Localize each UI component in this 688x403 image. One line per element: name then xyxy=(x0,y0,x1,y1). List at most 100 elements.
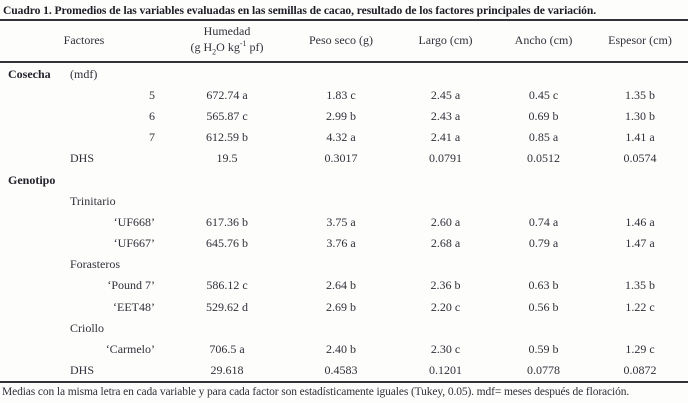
humidity-value: 617.36 b xyxy=(206,214,248,229)
factor-sub-label: (mdf) xyxy=(70,66,98,81)
factor-sub-label: DHS xyxy=(70,363,95,378)
unit-superscript: -1 xyxy=(239,39,247,49)
thickness-value xyxy=(592,169,688,190)
dry-weight-value: 2.40 b xyxy=(326,342,356,357)
table-row: ‘UF668’ 617.36 b 3.75 a 2.60 a 0.74 a 1.… xyxy=(0,211,688,232)
table-row: DHS 19.5 0.3017 0.0791 0.0512 0.0574 xyxy=(0,148,688,169)
thickness-value xyxy=(592,190,688,211)
col-header-humedad: Humedad (g H2O kg-1 pf) xyxy=(168,21,286,63)
thickness-value: 1.29 c xyxy=(625,342,655,357)
dry-weight-value xyxy=(286,62,396,84)
col-header-largo: Largo (cm) xyxy=(396,21,495,63)
factor-cell: Trinitario xyxy=(0,190,168,211)
table-row: Trinitario xyxy=(0,190,688,211)
humidity-value: 645.76 b xyxy=(206,236,248,251)
dry-weight-value: 2.64 b xyxy=(326,278,356,293)
width-value: 0.59 b xyxy=(528,342,559,357)
thickness-value xyxy=(592,254,688,275)
length-value: 2.20 c xyxy=(430,299,461,314)
length-value: 2.43 a xyxy=(430,108,461,123)
header-row: Factores Humedad (g H2O kg-1 pf) Peso se… xyxy=(0,21,688,63)
width-value: 0.74 a xyxy=(528,214,559,229)
col-header-factores: Factores xyxy=(0,21,168,63)
col-header-peso-seco: Peso seco (g) xyxy=(286,21,396,63)
thickness-value: 1.46 a xyxy=(625,214,655,229)
humidity-value: 19.5 xyxy=(216,151,238,166)
data-table: Factores Humedad (g H2O kg-1 pf) Peso se… xyxy=(0,21,688,381)
humedad-label: Humedad xyxy=(203,24,251,39)
humidity-value: 529.62 d xyxy=(206,299,248,314)
humedad-unit: (g H2O kg-1 pf) xyxy=(168,39,286,57)
table-row: Cosecha (mdf) xyxy=(0,62,688,84)
humidity-value: 672.74 a xyxy=(206,87,248,102)
dry-weight-value: 0.3017 xyxy=(324,151,358,166)
factor-sub-label: Criollo xyxy=(70,320,105,335)
thickness-value: 1.30 b xyxy=(625,108,655,123)
factor-cell: ‘UF667’ xyxy=(0,233,168,254)
factor-level-label: ‘EET48’ xyxy=(113,299,155,314)
humidity-value xyxy=(168,190,286,211)
table-row: 5 672.74 a 1.83 c 2.45 a 0.45 c 1.35 b xyxy=(0,84,688,105)
width-value: 0.85 a xyxy=(528,130,559,145)
humidity-value: 29.618 xyxy=(210,363,244,378)
dry-weight-value: 4.32 a xyxy=(326,130,356,145)
factor-level-label: 7 xyxy=(149,130,155,145)
table-row: DHS 29.618 0.4583 0.1201 0.0778 0.0872 xyxy=(0,360,688,381)
factor-sub-label: Forasteros xyxy=(70,257,120,272)
factor-cell: 7 xyxy=(0,127,168,148)
unit-part: (g H xyxy=(190,40,213,55)
width-value xyxy=(495,62,592,84)
factor-cell: 6 xyxy=(0,105,168,126)
thickness-value xyxy=(592,317,688,338)
factor-cell: Criollo xyxy=(0,317,168,338)
dry-weight-value xyxy=(286,254,396,275)
humidity-value: 565.87 c xyxy=(206,108,248,123)
unit-part: O kg xyxy=(216,40,240,55)
unit-part: pf) xyxy=(246,40,264,55)
factor-cell: ‘UF668’ xyxy=(0,211,168,232)
factor-level-label: ‘UF668’ xyxy=(113,214,155,229)
width-value: 0.63 b xyxy=(528,278,559,293)
factor-group-label: Cosecha xyxy=(8,66,51,81)
factor-level-label: ‘UF667’ xyxy=(113,236,155,251)
factor-cell: DHS xyxy=(0,148,168,169)
width-value: 0.0778 xyxy=(527,363,560,378)
col-header-espesor: Espesor (cm) xyxy=(592,21,688,63)
dry-weight-value: 2.69 b xyxy=(326,299,356,314)
factor-cell: Cosecha (mdf) xyxy=(0,62,168,84)
unit-subscript: 2 xyxy=(212,47,217,57)
thickness-value xyxy=(592,62,688,84)
width-value: 0.45 c xyxy=(528,87,559,102)
thickness-value: 0.0872 xyxy=(623,363,657,378)
factor-cell: DHS xyxy=(0,360,168,381)
factor-cell: ‘EET48’ xyxy=(0,296,168,317)
dry-weight-value xyxy=(286,169,396,190)
humidity-value xyxy=(168,169,286,190)
factor-level-label: 6 xyxy=(149,108,155,123)
factor-group-label: Genotipo xyxy=(8,172,56,187)
title-rule xyxy=(0,19,688,21)
dry-weight-value: 3.76 a xyxy=(326,236,356,251)
thickness-value: 1.35 b xyxy=(625,87,655,102)
table-row: ‘Carmelo’ 706.5 a 2.40 b 2.30 c 0.59 b 1… xyxy=(0,338,688,359)
table-row: ‘Pound 7’ 586.12 c 2.64 b 2.36 b 0.63 b … xyxy=(0,275,688,296)
width-value: 0.69 b xyxy=(528,108,559,123)
thickness-value: 1.41 a xyxy=(625,130,655,145)
length-value: 2.68 a xyxy=(430,236,461,251)
width-value: 0.0512 xyxy=(527,151,560,166)
thickness-value: 1.35 b xyxy=(625,278,655,293)
length-value: 0.0791 xyxy=(429,151,462,166)
table-row: Genotipo xyxy=(0,169,688,190)
thickness-value: 0.0574 xyxy=(623,151,657,166)
table-row: Forasteros xyxy=(0,254,688,275)
length-value xyxy=(396,254,495,275)
length-value: 2.36 b xyxy=(430,278,461,293)
table-title: Cuadro 1. Promedios de las variables eva… xyxy=(3,4,597,17)
humidity-value xyxy=(168,254,286,275)
humidity-value xyxy=(168,62,286,84)
factor-cell: ‘Carmelo’ xyxy=(0,338,168,359)
thickness-value: 1.47 a xyxy=(625,236,655,251)
dry-weight-value: 1.83 c xyxy=(326,87,356,102)
thickness-value: 1.22 c xyxy=(625,299,655,314)
dry-weight-value xyxy=(286,317,396,338)
